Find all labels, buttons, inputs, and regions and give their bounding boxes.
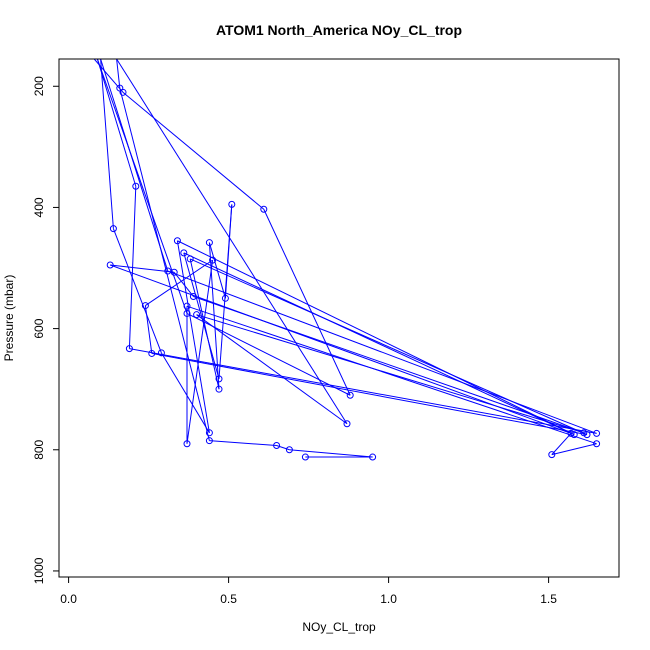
data-point [580, 429, 588, 437]
data-point [132, 182, 140, 190]
data-point [157, 349, 165, 357]
data-point [109, 225, 117, 233]
data-point [183, 440, 191, 448]
y-tick-label: 800 [32, 439, 46, 459]
data-point [301, 453, 309, 461]
data-point [106, 261, 114, 269]
data-point [183, 302, 191, 310]
series-segment [176, 240, 210, 433]
data-point [141, 302, 149, 310]
series-segment [177, 240, 575, 436]
series-segment [186, 305, 597, 445]
series-segment [96, 59, 188, 314]
series-segment [129, 348, 597, 434]
series-segment [183, 252, 575, 436]
y-tick-label: 600 [32, 318, 46, 338]
data-point [183, 309, 191, 317]
data-point [369, 453, 377, 461]
series-segment [551, 433, 572, 455]
data-point [273, 442, 281, 450]
x-tick-label: 0.5 [220, 592, 237, 606]
data-point [343, 420, 351, 428]
x-axis: 0.0 0.5 1.0 1.5 [60, 576, 557, 606]
series-segment [100, 59, 169, 272]
series-segment [189, 258, 588, 436]
data-point [215, 375, 223, 383]
series-segment [119, 87, 210, 441]
data-point [125, 345, 133, 353]
data-point [593, 429, 601, 437]
series-segment [144, 305, 153, 354]
series-segment [189, 258, 220, 390]
series-segment [224, 204, 233, 299]
data-point [548, 451, 556, 459]
data-point [189, 292, 197, 300]
y-axis: 200 400 600 800 1000 [32, 76, 60, 584]
series-segment [208, 242, 220, 390]
series-segment [173, 271, 194, 297]
y-tick-label: 400 [32, 197, 46, 217]
data-point [593, 440, 601, 448]
data-point [205, 239, 213, 247]
series-segment [289, 449, 373, 458]
x-tick-label: 0.0 [60, 592, 77, 606]
data-point [570, 431, 578, 439]
data-point [209, 256, 217, 264]
data-point [116, 84, 124, 92]
series-segment [151, 352, 588, 436]
x-axis-label: NOy_CL_trop [302, 620, 376, 634]
plot-frame [58, 58, 620, 578]
y-tick-label: 1000 [32, 557, 46, 584]
series-segment [263, 209, 351, 396]
data-point [567, 429, 575, 437]
series-segment [112, 228, 162, 354]
y-tick-label: 200 [32, 76, 46, 96]
data-point [170, 268, 178, 276]
series-layer [93, 59, 601, 461]
chart-title: ATOM1 North_America NOy_CL_trop [216, 22, 462, 38]
series-segment [96, 59, 137, 187]
x-tick-label: 1.5 [540, 592, 557, 606]
data-point [346, 391, 354, 399]
series-segment [116, 59, 348, 424]
series-segment [167, 270, 597, 434]
series-segment [100, 59, 114, 229]
data-point [186, 255, 194, 263]
data-point [193, 311, 201, 319]
series-segment [122, 91, 265, 210]
series-segment [145, 259, 213, 306]
data-point [260, 205, 268, 213]
series-segment [193, 296, 584, 434]
series-segment [110, 264, 175, 273]
y-axis-label: Pressure (mbar) [2, 275, 16, 362]
series-segment [160, 352, 210, 434]
series-segment [551, 443, 597, 456]
data-point [205, 437, 213, 445]
series-segment [196, 314, 348, 425]
data-point [285, 446, 293, 454]
data-point [215, 385, 223, 393]
data-point [164, 267, 172, 275]
data-point [148, 349, 156, 357]
data-point [228, 200, 236, 208]
x-tick-label: 1.0 [380, 592, 397, 606]
data-point [221, 294, 229, 302]
series-segment [186, 260, 214, 444]
data-point [180, 249, 188, 257]
series-segment [276, 445, 290, 451]
data-point [205, 429, 213, 437]
data-point [173, 237, 181, 245]
series-segment [209, 440, 277, 447]
series-segment [116, 59, 121, 89]
series-segment [196, 314, 584, 434]
